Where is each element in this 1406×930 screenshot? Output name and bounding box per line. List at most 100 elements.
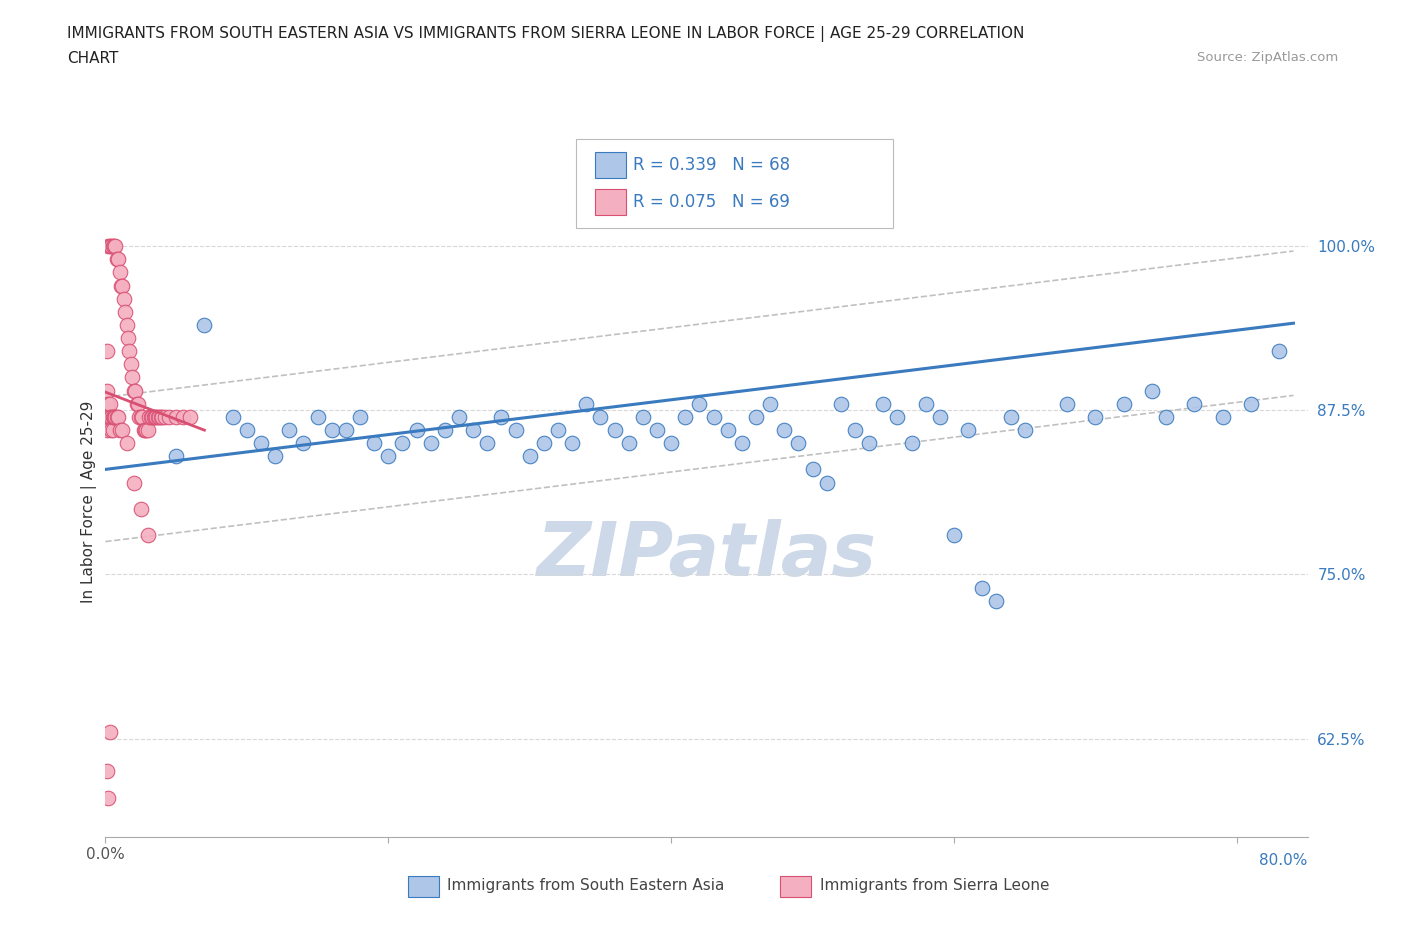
Point — [96, 764, 118, 778]
Point — [111, 422, 134, 437]
Point — [759, 396, 782, 411]
Point — [115, 317, 138, 332]
Point — [124, 383, 146, 398]
Point — [222, 409, 245, 424]
Point — [135, 422, 157, 437]
Point — [363, 435, 385, 450]
Point — [631, 409, 654, 424]
Point — [97, 790, 120, 805]
Text: R = 0.075   N = 69: R = 0.075 N = 69 — [633, 193, 790, 211]
Point — [561, 435, 583, 450]
Point — [801, 462, 824, 477]
Point — [645, 422, 668, 437]
Text: 80.0%: 80.0% — [1260, 853, 1308, 868]
Point — [491, 409, 513, 424]
Point — [193, 317, 215, 332]
Point — [236, 422, 259, 437]
Point — [129, 501, 152, 516]
Point — [1084, 409, 1107, 424]
Text: IMMIGRANTS FROM SOUTH EASTERN ASIA VS IMMIGRANTS FROM SIERRA LEONE IN LABOR FORC: IMMIGRANTS FROM SOUTH EASTERN ASIA VS IM… — [67, 26, 1025, 42]
Point — [815, 475, 838, 490]
Point — [101, 422, 124, 437]
Point — [1184, 396, 1206, 411]
Point — [138, 409, 160, 424]
Point — [844, 422, 866, 437]
Point — [104, 239, 127, 254]
Point — [673, 409, 696, 424]
Point — [172, 409, 194, 424]
Point — [717, 422, 740, 437]
Point — [1056, 396, 1078, 411]
Text: Immigrants from Sierra Leone: Immigrants from Sierra Leone — [820, 878, 1049, 893]
Point — [957, 422, 980, 437]
Point — [148, 409, 170, 424]
Point — [101, 239, 124, 254]
Point — [103, 409, 125, 424]
Point — [1268, 344, 1291, 359]
Point — [547, 422, 569, 437]
Point — [143, 409, 166, 424]
Point — [118, 344, 141, 359]
Point — [108, 422, 131, 437]
Point — [103, 239, 125, 254]
Point — [97, 396, 120, 411]
Point — [830, 396, 852, 411]
Point — [1140, 383, 1163, 398]
Point — [603, 422, 626, 437]
Point — [335, 422, 357, 437]
Point — [349, 409, 371, 424]
Point — [914, 396, 936, 411]
Y-axis label: In Labor Force | Age 25-29: In Labor Force | Age 25-29 — [82, 401, 97, 604]
Point — [872, 396, 894, 411]
Point — [264, 449, 287, 464]
Point — [1014, 422, 1036, 437]
Point — [146, 409, 169, 424]
Point — [122, 383, 145, 398]
Point — [179, 409, 201, 424]
Point — [150, 409, 173, 424]
Point — [121, 370, 143, 385]
Point — [98, 409, 121, 424]
Point — [139, 409, 162, 424]
Point — [292, 435, 315, 450]
Point — [134, 422, 156, 437]
Point — [886, 409, 908, 424]
Point — [505, 422, 527, 437]
Point — [433, 422, 456, 437]
Point — [96, 344, 118, 359]
Point — [703, 409, 725, 424]
Point — [617, 435, 640, 450]
Text: R = 0.339   N = 68: R = 0.339 N = 68 — [633, 155, 790, 174]
Point — [104, 409, 127, 424]
Point — [100, 422, 122, 437]
Point — [132, 422, 155, 437]
Point — [986, 593, 1008, 608]
Point — [928, 409, 950, 424]
Point — [105, 252, 128, 267]
Point — [101, 409, 124, 424]
Point — [419, 435, 441, 450]
Point — [787, 435, 810, 450]
Text: Source: ZipAtlas.com: Source: ZipAtlas.com — [1198, 51, 1339, 64]
Point — [533, 435, 555, 450]
Point — [1212, 409, 1234, 424]
Text: Immigrants from South Eastern Asia: Immigrants from South Eastern Asia — [447, 878, 724, 893]
Point — [463, 422, 485, 437]
Point — [111, 278, 134, 293]
Point — [447, 409, 470, 424]
Point — [98, 724, 121, 739]
Text: CHART: CHART — [67, 51, 120, 66]
Point — [745, 409, 768, 424]
Point — [477, 435, 499, 450]
Point — [98, 396, 121, 411]
Point — [98, 239, 121, 254]
Point — [165, 449, 187, 464]
Point — [149, 409, 172, 424]
Point — [128, 409, 150, 424]
Point — [1000, 409, 1022, 424]
Text: ZIPatlas: ZIPatlas — [537, 519, 876, 592]
Point — [136, 527, 159, 542]
Point — [153, 409, 176, 424]
Point — [103, 409, 125, 424]
Point — [321, 422, 343, 437]
